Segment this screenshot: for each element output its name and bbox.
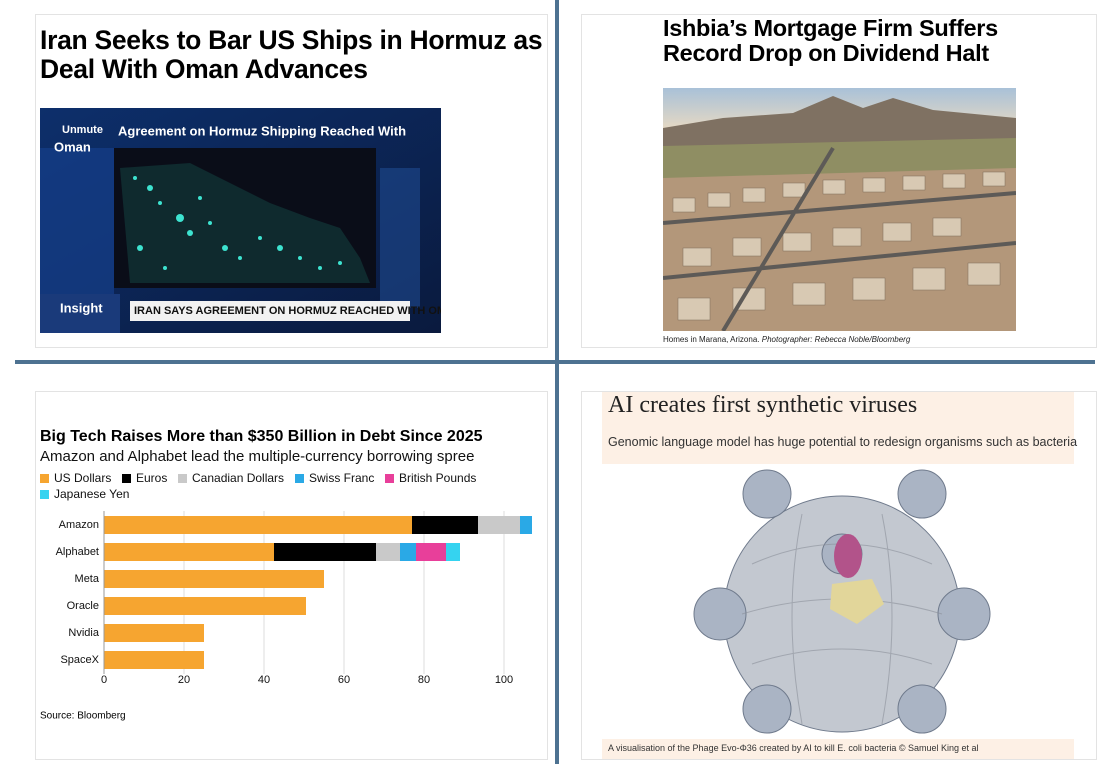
news-card: Iran Seeks to Bar US Ships in Hormuz as … [35, 14, 548, 348]
chart-card: Big Tech Raises More than $350 Billion i… [35, 391, 548, 760]
photo [663, 88, 1016, 331]
chart-subtitle: Amazon and Alphabet lead the multiple-cu… [40, 448, 474, 465]
video-player[interactable]: Unmute Agreement on Hormuz Shipping Reac… [40, 108, 441, 333]
standfirst: Genomic language model has huge potentia… [608, 435, 1078, 449]
virus-image [602, 464, 1074, 739]
x-tick-label: 20 [178, 674, 190, 686]
mute-label[interactable]: Unmute [62, 124, 103, 136]
x-tick-label: 0 [101, 674, 107, 686]
bar-segment [274, 543, 376, 561]
y-tick-label: Nvidia [68, 627, 99, 639]
bar-segment [104, 597, 306, 615]
legend-swatch [122, 474, 131, 483]
map-land [120, 163, 370, 283]
video-banner: Agreement on Hormuz Shipping Reached Wit… [118, 123, 406, 138]
headline: AI creates first synthetic viruses [608, 392, 918, 418]
caption-text: Homes in Marana, Arizona. [663, 335, 760, 344]
headline: Ishbia’s Mortgage Firm Suffers Record Dr… [663, 15, 998, 67]
y-tick-label: Amazon [59, 519, 99, 531]
legend-label: Swiss Franc [309, 471, 374, 485]
news-card: Ishbia’s Mortgage Firm Suffers Record Dr… [581, 14, 1097, 348]
y-tick-label: Meta [75, 573, 100, 585]
bar-segment [104, 570, 324, 588]
y-tick-label: Oracle [67, 600, 99, 612]
bar-segment [416, 543, 446, 561]
ticker: IRAN SAYS AGREEMENT ON HORMUZ REACHED WI… [134, 305, 441, 317]
y-tick-label: SpaceX [60, 654, 99, 666]
headline: Iran Seeks to Bar US Ships in Hormuz as … [40, 25, 543, 84]
legend-swatch [385, 474, 394, 483]
chart-title: Big Tech Raises More than $350 Billion i… [40, 428, 483, 445]
legend-swatch [40, 490, 49, 499]
source: Source: Bloomberg [40, 711, 126, 722]
map-dots [133, 176, 342, 270]
x-tick-label: 100 [495, 674, 513, 686]
legend-label: Euros [136, 471, 167, 485]
bar-segment [520, 516, 532, 534]
x-tick-label: 80 [418, 674, 430, 686]
legend-swatch [295, 474, 304, 483]
x-tick-label: 60 [338, 674, 350, 686]
show-name: Insight [60, 300, 103, 315]
caption-credit: Photographer: Rebecca Noble/Bloomberg [761, 335, 911, 344]
header-band [602, 392, 1074, 464]
legend-swatch [178, 474, 187, 483]
bar-segment [446, 543, 460, 561]
video-banner-end: Oman [54, 139, 91, 154]
legend-label: US Dollars [54, 471, 111, 485]
bar-segment [104, 651, 204, 669]
legend-swatch [40, 474, 49, 483]
divider-vertical [555, 0, 559, 764]
news-card: AI creates first synthetic viruses Genom… [581, 391, 1097, 760]
legend-label: Japanese Yen [54, 487, 129, 501]
bar-segment [478, 516, 520, 534]
caption: A visualisation of the Phage Evo-Φ36 cre… [608, 743, 979, 753]
bar-segment [376, 543, 400, 561]
bar-segment [412, 516, 478, 534]
bar-segment [104, 516, 412, 534]
bar-segment [400, 543, 416, 561]
y-tick-label: Alphabet [56, 546, 99, 558]
x-tick-label: 40 [258, 674, 270, 686]
chart: Big Tech Raises More than $350 Billion i… [40, 428, 532, 722]
legend-label: Canadian Dollars [192, 471, 284, 485]
bar-segment [104, 624, 204, 642]
caption-band [602, 739, 1074, 759]
caption: Homes in Marana, Arizona. Photographer: … [663, 335, 910, 344]
divider-horizontal [15, 360, 1095, 364]
bar-segment [104, 543, 274, 561]
legend-label: British Pounds [399, 471, 476, 485]
